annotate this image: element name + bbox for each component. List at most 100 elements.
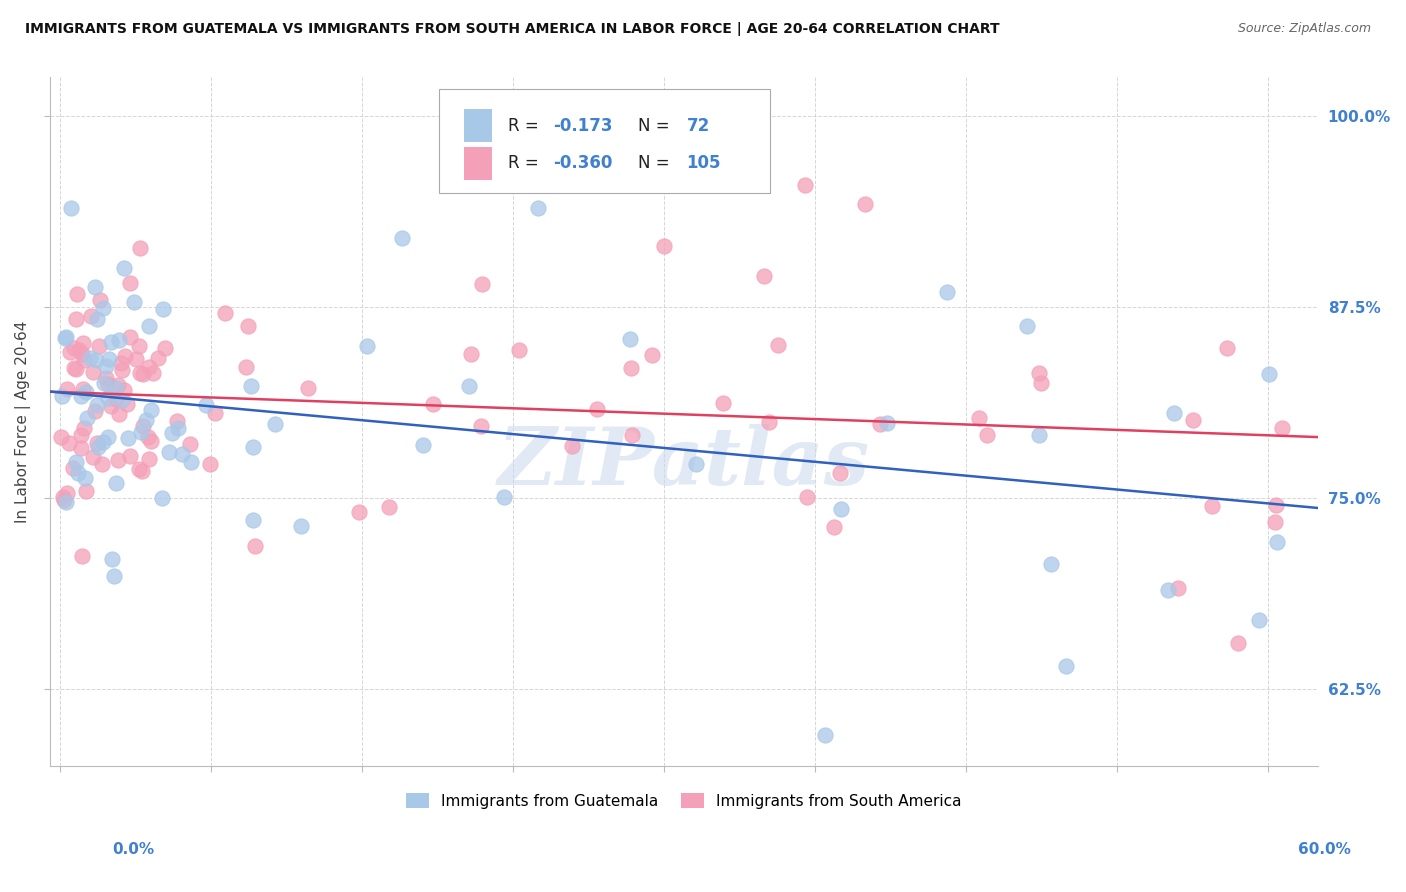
Text: ZIPatlas: ZIPatlas [498,425,870,501]
Point [120,330,142,344]
Point [823,520,845,534]
Point [66,286,89,301]
Point [70,441,93,455]
Point [1028,367,1050,381]
Point [1029,376,1052,391]
Point [239,379,262,393]
Point [111,363,134,377]
Point [129,366,152,380]
Point [585,402,607,417]
Point [204,406,226,420]
Point [97,430,120,444]
Text: R =: R = [508,117,544,135]
Point [100,334,122,349]
Point [125,352,148,367]
Point [112,384,135,398]
Point [132,419,155,434]
Point [1270,421,1292,435]
Point [349,505,371,519]
Point [63,360,86,375]
Point [508,343,530,357]
Point [86,312,108,326]
Point [470,418,492,433]
Point [160,426,183,441]
Point [876,416,898,430]
FancyBboxPatch shape [464,109,492,142]
Point [80,309,103,323]
Point [141,402,163,417]
Point [458,378,481,392]
Point [620,427,643,442]
Point [195,398,218,412]
Point [69,343,91,358]
Text: R =: R = [508,154,544,172]
Point [214,306,236,320]
Text: N =: N = [638,117,675,135]
Point [72,382,94,396]
Point [150,491,173,505]
Point [1017,319,1039,334]
Point [91,301,114,315]
Point [1264,516,1286,530]
Point [200,457,222,471]
Point [51,388,73,402]
Point [98,352,121,367]
Point [108,334,131,348]
Point [65,312,87,326]
Point [1028,428,1050,442]
Point [422,397,444,411]
Point [238,318,260,333]
Point [356,339,378,353]
Point [104,392,127,406]
Point [111,393,134,408]
Point [128,462,150,476]
Point [290,519,312,533]
Point [117,431,139,445]
Point [976,428,998,442]
Point [1054,659,1077,673]
Point [138,318,160,333]
Point [967,410,990,425]
Point [1201,499,1223,513]
Point [711,396,734,410]
Point [136,430,159,444]
Point [936,285,959,299]
Text: -0.360: -0.360 [553,154,613,172]
Point [264,417,287,432]
Point [110,356,132,370]
Point [104,380,127,394]
Text: N =: N = [638,154,675,172]
Point [758,415,780,429]
Point [70,389,93,403]
Point [86,436,108,450]
Point [65,361,87,376]
Point [830,502,852,516]
Point [129,425,152,439]
Point [112,260,135,275]
Point [87,339,110,353]
Point [132,368,155,382]
Point [153,341,176,355]
Point [1156,583,1178,598]
Point [179,437,201,451]
Point [104,476,127,491]
Point [243,539,266,553]
Point [53,331,76,345]
Point [53,492,76,507]
Point [766,338,789,352]
Point [1264,499,1286,513]
Point [97,376,120,391]
Point [89,293,111,308]
Point [67,466,90,480]
Point [378,500,401,515]
Point [122,295,145,310]
Point [652,238,675,252]
Point [1265,534,1288,549]
Point [94,371,117,385]
Point [242,513,264,527]
Point [641,348,664,362]
Point [73,352,96,367]
Point [170,447,193,461]
Point [139,434,162,449]
Point [120,276,142,290]
